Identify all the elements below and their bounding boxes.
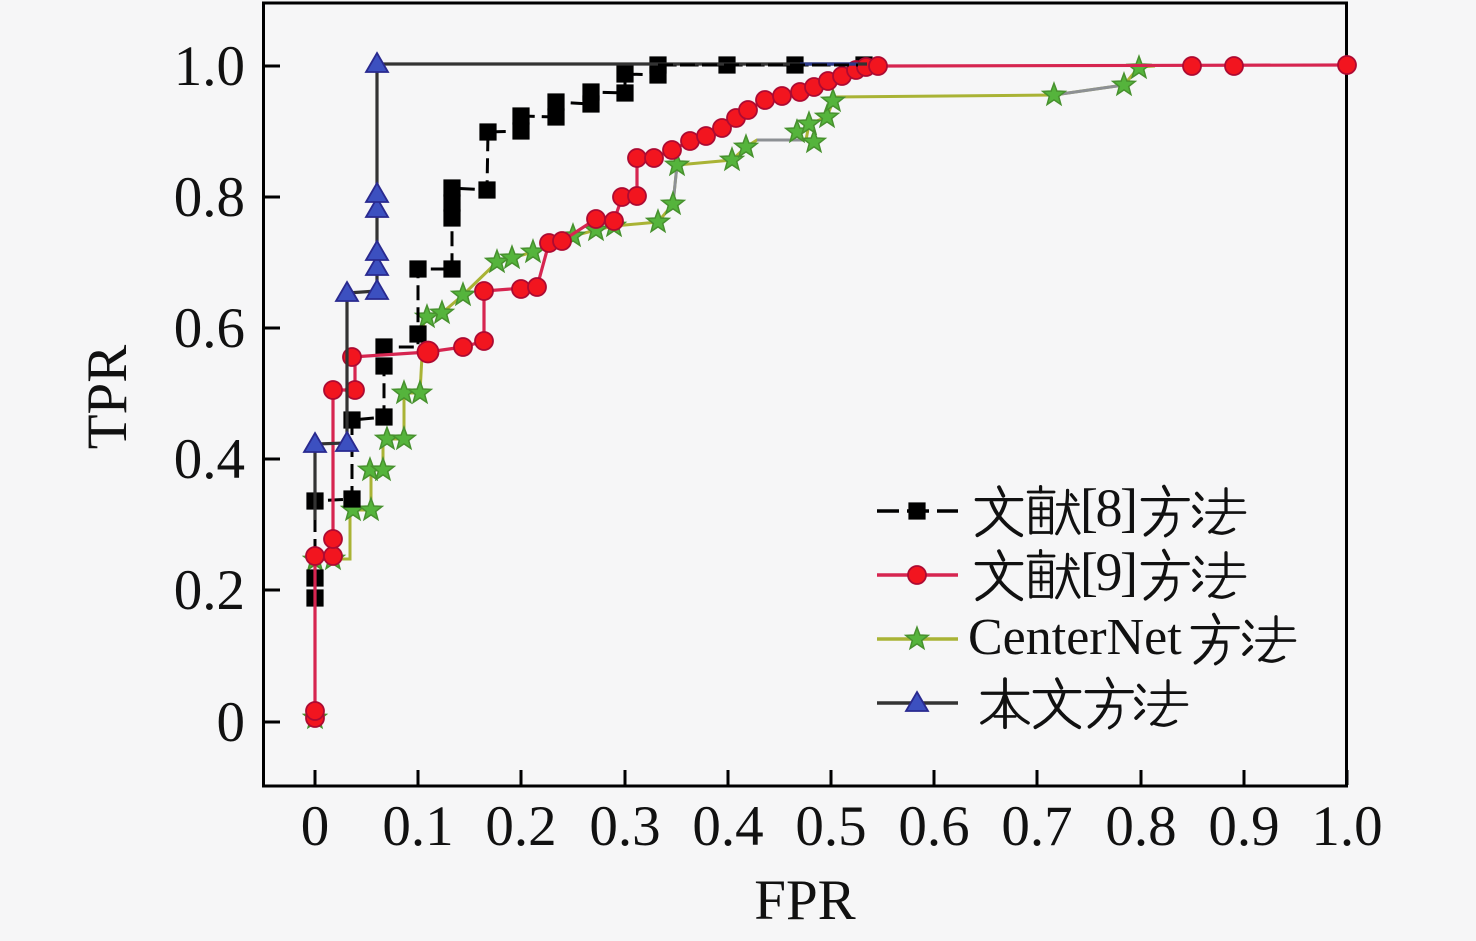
svg-text:0.8: 0.8 — [1105, 795, 1176, 858]
svg-text:[9]: [9] — [1080, 542, 1135, 602]
svg-text:TPR: TPR — [76, 345, 139, 450]
svg-text:0.2: 0.2 — [485, 795, 556, 858]
svg-text:0.6: 0.6 — [898, 795, 969, 858]
svg-text:0: 0 — [217, 691, 246, 754]
svg-text:0.7: 0.7 — [1001, 795, 1072, 858]
svg-text:1.0: 1.0 — [1311, 795, 1382, 858]
svg-text:0.2: 0.2 — [174, 559, 245, 622]
svg-text:0.6: 0.6 — [174, 297, 245, 360]
svg-text:0: 0 — [301, 795, 330, 858]
svg-text:CenterNet: CenterNet — [968, 609, 1182, 666]
svg-text:0.5: 0.5 — [795, 795, 866, 858]
svg-text:0.3: 0.3 — [589, 795, 660, 858]
svg-text:FPR: FPR — [754, 869, 855, 932]
svg-text:0.9: 0.9 — [1208, 795, 1279, 858]
svg-text:0.8: 0.8 — [174, 166, 245, 229]
svg-text:0.1: 0.1 — [382, 795, 453, 858]
svg-text:[8]: [8] — [1080, 478, 1135, 538]
svg-text:0.4: 0.4 — [692, 795, 763, 858]
svg-text:1.0: 1.0 — [174, 35, 245, 98]
svg-text:0.4: 0.4 — [174, 428, 245, 491]
